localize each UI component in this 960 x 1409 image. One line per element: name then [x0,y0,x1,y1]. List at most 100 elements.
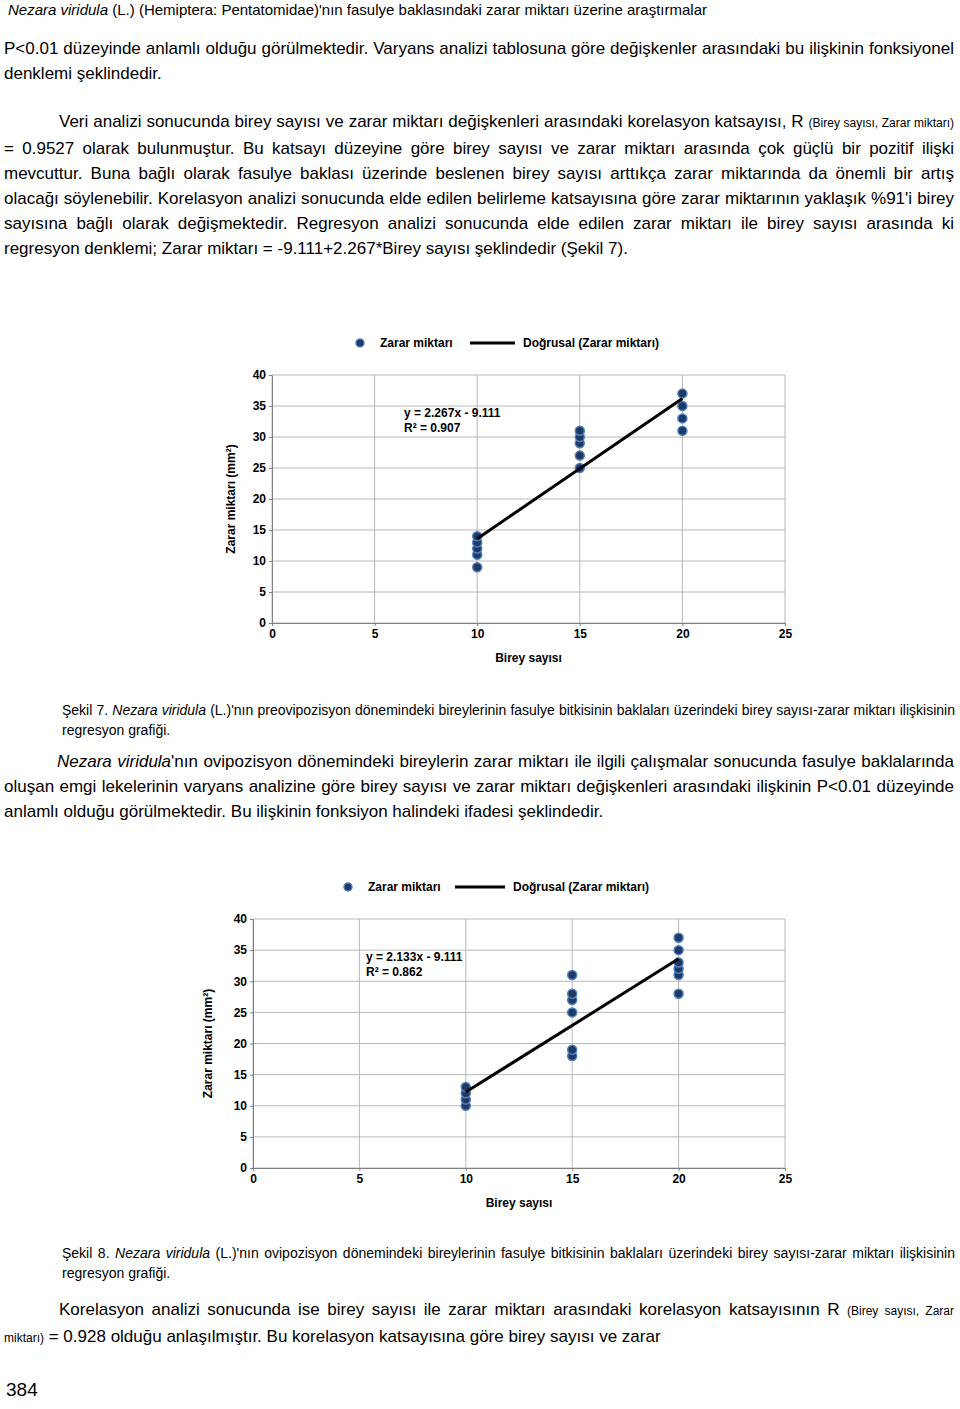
data-point [678,389,687,398]
grid-line [272,530,785,531]
data-point [568,989,577,998]
text-run: Şekil 8. [62,1245,115,1261]
x-axis: 0510152025 [250,1168,792,1186]
trend-line [466,959,679,1092]
tick-label: 20 [676,627,690,641]
y-axis-title: Zarar miktarı (mm²) [224,444,238,553]
data-point [473,563,482,572]
data-point [678,402,687,411]
tick: 25 [779,623,793,641]
data-point [678,414,687,423]
data-point [674,946,683,955]
axis-line [254,1168,786,1169]
data-point [575,451,584,460]
tick-label: 0 [259,616,266,630]
tick: 5 [240,1130,253,1144]
tick-mark [250,1075,253,1076]
chart: 05101520253035400510152025Zarar miktarıD… [201,880,792,1210]
legend-label: Zarar miktarı [380,336,453,350]
grid-line [785,375,786,623]
tick-label: 20 [253,492,267,506]
tick-label: 15 [234,1068,248,1082]
tick-label: 15 [253,523,267,537]
grid-line [272,592,785,593]
text-run: Veri analizi sonucunda birey sayısı ve z… [59,112,809,131]
tick-label: 5 [372,627,379,641]
grid-line [272,437,785,438]
text-run: Şekil 7. [62,702,112,718]
y-axis: 0510152025303540 [234,912,254,1175]
legend-label: Zarar miktarı [368,880,441,894]
grid-line [272,561,785,562]
tick-label: 25 [253,461,267,475]
tick: 10 [253,554,272,568]
figure-caption: Şekil 7. Nezara viridula (L.)'nın preovi… [62,700,955,740]
tick: 5 [259,585,272,599]
tick: 25 [253,461,272,475]
chart: 05101520253035400510152025Zarar miktarıD… [224,336,792,665]
grid-line [682,375,683,623]
tick-mark [250,1168,253,1169]
axis-line [273,623,786,624]
tick-mark [250,981,253,982]
grid-line [465,919,466,1168]
annotation: R² = 0.862 [366,965,423,979]
legend-swatch [455,886,505,889]
tick: 15 [574,623,588,641]
annotation: R² = 0.907 [404,421,461,435]
page: Nezara viridula (L.) (Hemiptera: Pentato… [0,0,960,1409]
annotation: y = 2.133x - 9.111 [366,950,463,964]
grid-line [253,1043,785,1044]
italic-text: Nezara viridula [112,702,206,718]
tick-label: 0 [240,1161,247,1175]
tick: 25 [234,1006,253,1020]
grid-line [272,623,785,624]
data-point [568,971,577,980]
legend-swatch [356,339,364,347]
text-run: = 0.928 olduğu anlaşılmıştır. Bu korelas… [44,1327,661,1346]
data-point [568,1045,577,1054]
legend-item: Zarar miktarı [356,336,453,350]
grid-line [253,1012,785,1013]
plot-marks [473,389,687,572]
tick-label: 0 [250,1172,257,1186]
paragraph: P<0.01 düzeyinde anlamlı olduğu görülmek… [4,36,954,86]
tick-label: 20 [234,1037,248,1051]
plot-marks [461,933,683,1110]
x-axis-title: Birey sayısı [495,651,562,665]
legend: Zarar miktarıDoğrusal (Zarar miktarı) [344,880,649,894]
tick: 5 [372,623,379,641]
tick-mark [250,919,253,920]
grid-line [572,919,573,1168]
grid-line [785,919,786,1168]
tick: 5 [357,1168,364,1186]
data-point [575,426,584,435]
grid-line [253,1074,785,1075]
tick-mark [269,375,272,376]
grid-line [272,468,785,469]
grid-line [678,919,679,1168]
data-point [674,989,683,998]
y-axis: 0510152025303540 [253,368,273,630]
axis-line [253,920,254,1169]
tick-label: 5 [357,1172,364,1186]
tick-label: 30 [234,975,248,989]
tick-label: 10 [460,1172,474,1186]
tick-label: 40 [234,912,248,926]
legend-label: Doğrusal (Zarar miktarı) [523,336,659,350]
tick-mark [269,592,272,593]
trend-line [477,399,682,539]
grid-line [579,375,580,623]
tick-label: 20 [672,1172,686,1186]
tick-label: 10 [253,554,267,568]
italic-text: Nezara viridula [57,752,171,771]
charts-layer: 05101520253035400510152025Zarar miktarıD… [0,0,960,1409]
grid-line [253,919,785,920]
tick-mark [269,499,272,500]
tick: 40 [234,912,253,926]
tick: 10 [234,1099,253,1113]
legend-item: Doğrusal (Zarar miktarı) [470,336,659,350]
tick-label: 40 [253,368,267,382]
text-run: P<0.01 düzeyinde anlamlı olduğu görülmek… [4,39,954,83]
tick-mark [269,530,272,531]
